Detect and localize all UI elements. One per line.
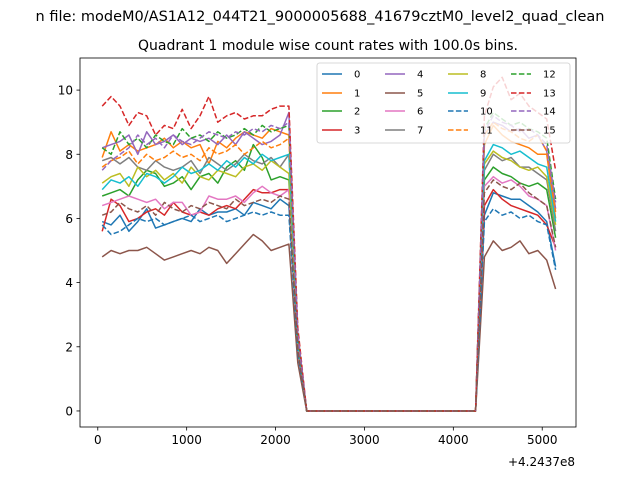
legend-label-0: 0 xyxy=(354,70,360,81)
x-tick-label: 3000 xyxy=(349,433,380,447)
legend-label-9: 9 xyxy=(480,89,486,100)
series-line-4 xyxy=(101,111,557,412)
plot-frame xyxy=(79,57,577,428)
y-tick-label: 10 xyxy=(58,84,73,98)
legend-label-7: 7 xyxy=(417,126,423,137)
legend-label-15: 15 xyxy=(543,126,556,137)
series-line-9 xyxy=(101,143,557,412)
series-line-12 xyxy=(101,111,557,412)
x-tick-label: 0 xyxy=(94,433,102,447)
series-line-11 xyxy=(101,121,557,412)
legend-label-11: 11 xyxy=(480,126,493,137)
y-tick-label: 6 xyxy=(65,212,73,226)
series-line-1 xyxy=(101,124,557,412)
legend-label-8: 8 xyxy=(480,70,486,81)
legend-label-2: 2 xyxy=(354,107,360,118)
series-line-10 xyxy=(101,208,557,412)
x-tick-label: 2000 xyxy=(260,433,291,447)
legend-label-13: 13 xyxy=(543,89,556,100)
legend-label-1: 1 xyxy=(354,89,360,100)
series-line-8 xyxy=(101,150,557,412)
x-offset-label: +4.2437e8 xyxy=(508,455,575,469)
series-line-6 xyxy=(101,175,557,412)
legend-label-6: 6 xyxy=(417,107,423,118)
series-line-15 xyxy=(101,179,557,412)
y-tick-label: 0 xyxy=(65,404,73,418)
series-line-7 xyxy=(101,153,557,412)
series-line-5 xyxy=(101,233,557,412)
legend-box xyxy=(316,62,571,144)
legend-label-3: 3 xyxy=(354,126,360,137)
series-line-0 xyxy=(101,192,557,412)
legend-label-4: 4 xyxy=(417,70,423,81)
legend-label-12: 12 xyxy=(543,70,556,81)
legend-label-5: 5 xyxy=(417,89,423,100)
y-tick-label: 2 xyxy=(65,340,73,354)
series-line-2 xyxy=(101,143,557,412)
x-tick-label: 4000 xyxy=(438,433,469,447)
legend-label-10: 10 xyxy=(480,107,493,118)
figure-suptitle: n file: modeM0/AS1A12_044T21_9000005688_… xyxy=(36,9,605,25)
x-tick-label: 1000 xyxy=(171,433,202,447)
y-tick-label: 8 xyxy=(65,148,73,162)
legend-label-14: 14 xyxy=(543,107,556,118)
chart-title: Quadrant 1 module wise count rates with … xyxy=(138,38,518,54)
x-tick-label: 5000 xyxy=(527,433,558,447)
y-tick-label: 4 xyxy=(65,276,73,290)
